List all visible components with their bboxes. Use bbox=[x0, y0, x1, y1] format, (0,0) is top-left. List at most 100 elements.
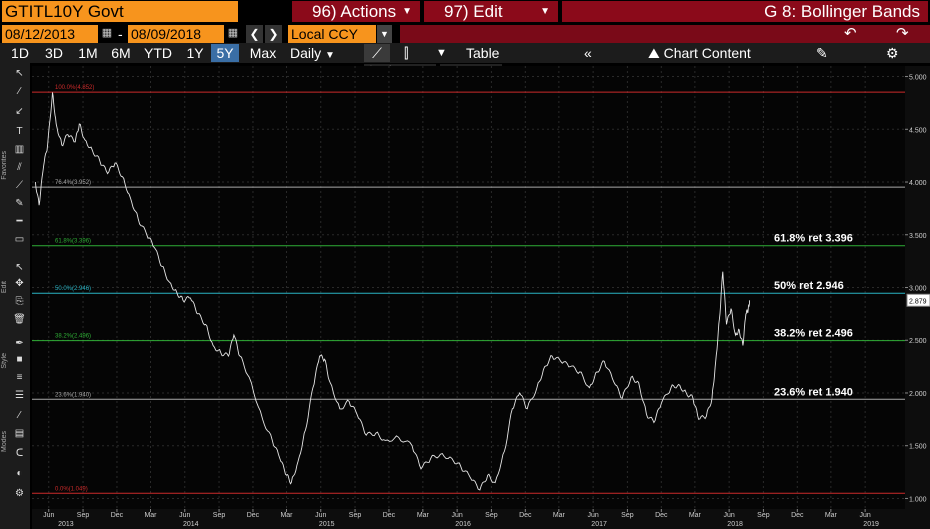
period-1y[interactable]: 1Y bbox=[186, 45, 204, 61]
reset-button[interactable]: ⊕ Reset bbox=[470, 78, 505, 89]
x-month-label: Mar bbox=[417, 512, 430, 519]
track-button[interactable]: ✚ Track bbox=[364, 64, 397, 75]
x-month-label: Mar bbox=[689, 512, 702, 519]
select-icon[interactable]: ↖ bbox=[15, 262, 24, 273]
line-tool-icon[interactable]: ∕ bbox=[18, 86, 21, 97]
delete-icon[interactable]: 🗑 bbox=[13, 314, 26, 325]
y-tick-label: 1.000 bbox=[909, 496, 927, 503]
chart-content-icon: ⛰ bbox=[648, 45, 660, 61]
reset-icon: ⊕ bbox=[474, 80, 482, 87]
prev-period-icon[interactable]: ❮ bbox=[246, 25, 263, 43]
news-icon: ▤ bbox=[444, 66, 453, 73]
actions-dropdown-icon: ▼ bbox=[402, 6, 412, 17]
text-tool-icon[interactable]: T bbox=[16, 126, 23, 137]
back-arrow-icon[interactable]: ↶ bbox=[844, 25, 857, 42]
x-axis: Jun Sep Dec Mar Jun Sep Dec Mar Jun Sep Dec Mar Jun S… bbox=[43, 509, 879, 528]
period-max[interactable]: Max bbox=[249, 45, 277, 61]
fib-retracement-label: 23.6% ret 1.940 bbox=[774, 386, 853, 398]
y-tick-label: 4.500 bbox=[909, 127, 927, 134]
period-1d[interactable]: 1D bbox=[11, 45, 29, 61]
calendar-icon[interactable]: ▦ bbox=[227, 27, 239, 39]
frequency-label: Daily bbox=[290, 45, 322, 61]
period-3d[interactable]: 3D bbox=[45, 45, 63, 61]
calendar-icon[interactable]: ▦ bbox=[101, 27, 113, 39]
track-icon: ✚ bbox=[368, 66, 376, 73]
x-month-label: Mar bbox=[825, 512, 838, 519]
favorites-label: Favorites bbox=[1, 151, 8, 180]
brush-tool-icon[interactable]: ✎ bbox=[15, 198, 24, 209]
chart-type-dropdown-icon[interactable]: ▼ bbox=[436, 47, 447, 59]
x-year-label: 2014 bbox=[183, 521, 199, 528]
drawing-tools-sidebar: ↖ ∕ ↙ T ▥ ⫽ ⟋ ✎ ━ ▭ ↖ ✥ ⎘ 🗑 ✒ ■ ≡ ☰ ⁄ ▤ … bbox=[0, 63, 30, 529]
annotate-button[interactable]: ∕ Annotate bbox=[397, 64, 436, 75]
fib-retracement-label: 61.8% ret 3.396 bbox=[774, 233, 853, 245]
currency-select[interactable]: Local CCY bbox=[288, 25, 376, 43]
x-month-label: Sep bbox=[213, 512, 226, 519]
period-5y[interactable]: 5Y bbox=[211, 44, 239, 62]
period-6m[interactable]: 6M bbox=[111, 45, 131, 61]
ticker-field[interactable]: GTITL10Y Govt bbox=[2, 1, 238, 22]
line-style-icon[interactable]: ☰ bbox=[15, 390, 24, 401]
x-month-label: Jun bbox=[859, 512, 870, 519]
track-label: Track bbox=[375, 66, 393, 73]
price-series bbox=[34, 92, 751, 491]
shape-tool-icon[interactable]: ▭ bbox=[14, 234, 25, 245]
end-date-input[interactable]: 08/09/2018 bbox=[128, 25, 224, 43]
cursor-icon[interactable]: ↖ bbox=[15, 68, 24, 79]
start-date-input[interactable]: 08/12/2013 bbox=[2, 25, 98, 43]
forward-arrow-icon[interactable]: ↷ bbox=[896, 25, 909, 42]
line-width-icon[interactable]: ≡ bbox=[16, 372, 23, 383]
settings-gear-icon[interactable]: ⚙ bbox=[886, 45, 899, 61]
trend-tool-icon[interactable]: ⟋ bbox=[16, 180, 23, 191]
x-month-label: Sep bbox=[77, 512, 90, 519]
y-tick-label: 5.000 bbox=[909, 75, 927, 82]
move-icon[interactable]: ✥ bbox=[15, 278, 24, 289]
next-period-icon[interactable]: ❯ bbox=[265, 25, 282, 43]
period-1m[interactable]: 1M bbox=[78, 45, 98, 61]
fib-tool-icon[interactable]: ▥ bbox=[14, 144, 25, 155]
table-button[interactable]: Table bbox=[466, 45, 500, 61]
chart-content-button[interactable]: ⛰ Chart Content bbox=[648, 44, 751, 62]
fib-level-label: 76.4%(3.952) bbox=[55, 180, 91, 186]
settings-small-icon[interactable]: ⚙ bbox=[15, 488, 24, 499]
y-axis-background bbox=[905, 66, 930, 509]
x-month-label: Sep bbox=[349, 512, 362, 519]
y-tick-label: 1.500 bbox=[909, 444, 927, 451]
line-chart-icon[interactable]: ⟋ bbox=[364, 44, 390, 62]
period-ytd[interactable]: YTD bbox=[144, 45, 172, 61]
fib-retracement-label: 50% ret 2.946 bbox=[774, 280, 844, 292]
frequency-select[interactable]: Daily ▼ bbox=[290, 44, 335, 62]
reset-label: Reset bbox=[481, 80, 501, 87]
arrow-tool-icon[interactable]: ↙ bbox=[15, 106, 24, 117]
actions-button[interactable]: 96) Actions ▼ bbox=[292, 1, 420, 22]
news-label: News bbox=[452, 66, 471, 73]
mode-icon[interactable]: ▤ bbox=[14, 428, 25, 439]
brush-mode-icon[interactable]: ⁄ bbox=[18, 410, 21, 421]
currency-dropdown-icon[interactable]: ▼ bbox=[377, 25, 392, 43]
fib-level-label: 0.0%(1.049) bbox=[55, 486, 88, 492]
zoom-button[interactable]: ⌕ Zoom bbox=[470, 64, 502, 75]
fib-level-label: 100.0%(4.852) bbox=[55, 85, 94, 91]
bar-type-icon[interactable]: ⫿ bbox=[404, 45, 409, 61]
copy-icon[interactable]: ⎘ bbox=[15, 296, 24, 307]
title-bar: GTITL10Y Govt 96) Actions ▼ 97) Edit ▼ G… bbox=[0, 0, 930, 23]
fib-level-label: 38.2%(2.496) bbox=[55, 334, 91, 340]
fib-retracement-label: 38.2% ret 2.496 bbox=[774, 328, 853, 340]
x-year-label: 2017 bbox=[591, 521, 607, 528]
color-swatch-icon[interactable]: ■ bbox=[16, 354, 23, 365]
hline-tool-icon[interactable]: ━ bbox=[16, 216, 23, 227]
edit-pencil-icon[interactable]: ✎ bbox=[816, 45, 828, 61]
function-title: G 8: Bollinger Bands bbox=[562, 1, 928, 22]
palette-icon[interactable]: ◐ bbox=[16, 468, 23, 479]
channel-tool-icon[interactable]: ⫽ bbox=[17, 162, 22, 173]
x-month-label: Jun bbox=[43, 512, 54, 519]
news-button[interactable]: ▤ News bbox=[440, 64, 475, 75]
edit-button[interactable]: 97) Edit ▼ bbox=[424, 1, 558, 22]
collapse-icon[interactable]: « bbox=[584, 45, 592, 61]
pen-style-icon[interactable]: ✒ bbox=[15, 338, 24, 349]
magnet-icon[interactable]: ᑕ bbox=[15, 448, 24, 459]
y-tick-label: 3.000 bbox=[909, 286, 927, 293]
x-year-label: 2015 bbox=[319, 521, 335, 528]
x-month-label: Sep bbox=[757, 512, 770, 519]
